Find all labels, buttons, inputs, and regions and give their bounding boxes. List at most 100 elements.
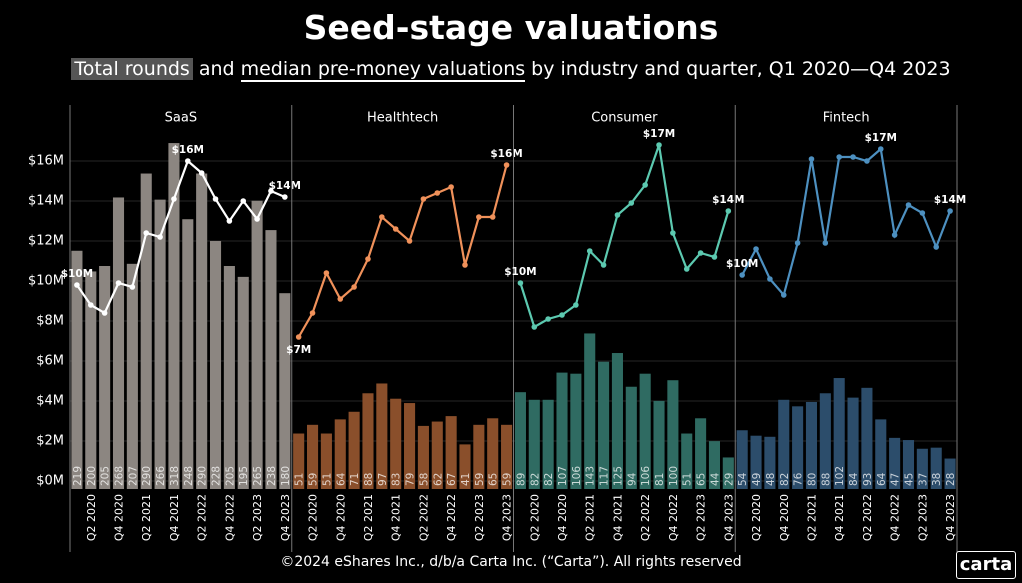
- bar-value-label: 180: [280, 466, 292, 486]
- bar: [71, 250, 83, 489]
- bar-value-label: 88: [820, 473, 832, 486]
- legend-rounds: Total rounds: [71, 58, 193, 80]
- value-label: $17M: [643, 128, 675, 140]
- point: [295, 334, 302, 340]
- x-tick-label: Q2 2021: [805, 494, 818, 541]
- point: [171, 196, 177, 202]
- bar-value-label: 67: [446, 473, 458, 486]
- point: [74, 282, 80, 288]
- point: [489, 214, 496, 220]
- bar-value-label: 248: [183, 466, 195, 486]
- bar: [598, 361, 610, 489]
- x-tick-label: Q4 2022: [889, 494, 902, 541]
- bar: [847, 397, 859, 489]
- bar: [708, 441, 721, 489]
- bar-value-label: 65: [488, 473, 500, 486]
- point: [947, 208, 953, 214]
- point: [905, 202, 912, 208]
- bar-value-label: 82: [529, 473, 541, 486]
- bar-value-label: 59: [474, 473, 486, 486]
- y-tick-label: $0M: [36, 474, 64, 489]
- point: [850, 154, 856, 160]
- bar-value-label: 76: [793, 472, 805, 486]
- point: [891, 232, 898, 238]
- x-tick-label: Q2 2022: [417, 494, 430, 541]
- bar: [209, 240, 222, 489]
- x-tick-label: Q4 2023: [279, 494, 292, 541]
- point: [157, 234, 163, 240]
- bar-value-label: 200: [86, 466, 98, 486]
- bar: [251, 200, 263, 490]
- bar-value-label: 62: [432, 473, 444, 486]
- point: [420, 196, 427, 202]
- bar: [376, 383, 388, 489]
- title: Seed-stage valuations: [303, 8, 719, 47]
- x-tick-label: Q2 2021: [362, 494, 375, 541]
- bar-value-label: 290: [141, 466, 153, 486]
- bar: [334, 419, 346, 489]
- point: [101, 310, 108, 316]
- bar: [736, 430, 748, 489]
- bar-value-label: 83: [391, 473, 403, 486]
- subtitle-text: and: [198, 58, 235, 80]
- point: [822, 240, 829, 246]
- x-tick-label: Q4 2020: [334, 494, 347, 541]
- x-tick-label: Q4 2020: [778, 494, 791, 541]
- legend-valuation: median pre-money valuations: [240, 58, 526, 82]
- point: [753, 246, 759, 252]
- point: [670, 230, 676, 236]
- x-tick-label: Q2 2023: [251, 494, 264, 541]
- bar-value-label: 71: [349, 473, 361, 486]
- point: [697, 250, 704, 256]
- bar: [875, 419, 887, 489]
- point: [351, 284, 357, 290]
- bar: [320, 433, 332, 489]
- point: [448, 184, 454, 190]
- bar-value-label: 44: [709, 472, 721, 486]
- point: [503, 162, 510, 168]
- bar-value-label: 29: [723, 473, 735, 486]
- bar-value-label: 51: [321, 473, 333, 486]
- bar-value-label: 107: [557, 466, 569, 486]
- point: [739, 272, 745, 278]
- x-tick-label: Q2 2023: [473, 494, 486, 541]
- bar-value-label: 88: [363, 473, 375, 486]
- bar-value-label: 219: [72, 466, 84, 486]
- point: [379, 214, 385, 220]
- point: [87, 302, 94, 308]
- x-tick-label: Q2 2023: [695, 494, 708, 541]
- panel-title: Fintech: [823, 111, 870, 126]
- point: [309, 310, 316, 316]
- x-tick-label: Q4 2023: [501, 494, 514, 541]
- bar: [930, 447, 942, 489]
- bar-value-label: 94: [626, 472, 638, 486]
- bar-value-label: 54: [737, 472, 749, 486]
- bar-value-label: 102: [834, 466, 846, 486]
- bar: [265, 230, 277, 489]
- bar-value-label: 266: [155, 466, 167, 486]
- value-label: $16M: [490, 148, 522, 160]
- x-tick-label: Q4 2022: [445, 494, 458, 541]
- bar-value-label: 84: [848, 472, 860, 486]
- bar-value-label: 117: [599, 466, 611, 486]
- bar-value-label: 58: [418, 473, 430, 486]
- y-tick-label: $10M: [28, 274, 64, 289]
- point: [392, 226, 399, 232]
- point: [212, 196, 219, 202]
- value-label: $17M: [865, 132, 897, 144]
- x-tick-label: Q4 2020: [556, 494, 569, 541]
- bar-value-label: 41: [460, 473, 472, 486]
- bar: [653, 400, 665, 489]
- bar: [570, 373, 582, 489]
- bar: [473, 424, 485, 489]
- point: [600, 262, 607, 268]
- bar: [556, 372, 568, 489]
- bar-value-label: 49: [751, 473, 763, 486]
- value-label: $10M: [726, 258, 758, 270]
- bar-value-label: 89: [515, 473, 527, 486]
- value-label: $7M: [286, 344, 311, 356]
- bar: [390, 398, 402, 489]
- point: [254, 216, 260, 222]
- bar: [902, 440, 915, 489]
- point: [365, 256, 371, 262]
